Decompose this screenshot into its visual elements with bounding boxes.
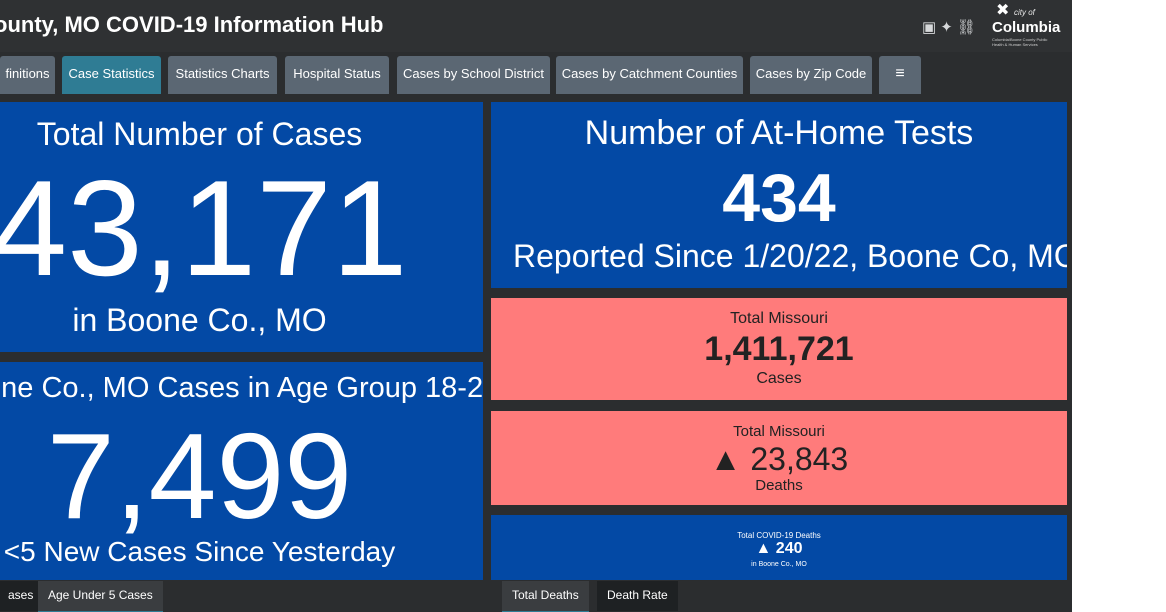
missouri-deaths-row: ▲ 23,843 xyxy=(491,441,1067,478)
tab-hospital-status[interactable]: Hospital Status xyxy=(285,56,389,94)
main-tabs: finitions Case Statistics Statistics Cha… xyxy=(0,56,1072,94)
tab-age-under-5-cases[interactable]: Age Under 5 Cases xyxy=(38,581,163,612)
at-home-tests-value: 434 xyxy=(722,160,836,236)
age-group-title: one Co., MO Cases in Age Group 18-22 xyxy=(0,372,483,404)
tab-cases-by-school-district[interactable]: Cases by School District xyxy=(397,56,550,94)
facebook-icon[interactable]: ▣ xyxy=(922,19,941,36)
tab-total-cases[interactable]: ases xyxy=(0,581,44,611)
boone-deaths-value: 240 xyxy=(775,540,803,557)
age-group-value: 7,499 xyxy=(46,408,353,544)
boone-deaths-panel: Total COVID-19 Deaths ▲ 240 in Boone Co.… xyxy=(491,515,1067,580)
total-cases-subtitle: in Boone Co., MO xyxy=(72,302,327,338)
at-home-tests-subtitle: Reported Since 1/20/22, Boone Co, MC xyxy=(513,238,1067,274)
missouri-deaths-value: 23,843 xyxy=(750,441,849,477)
at-home-tests-title: Number of At-Home Tests xyxy=(584,114,974,152)
tab-cases-by-zip-code[interactable]: Cases by Zip Code xyxy=(750,56,872,94)
missouri-cases-unit: Cases xyxy=(756,370,802,387)
tab-statistics-charts[interactable]: Statistics Charts xyxy=(168,56,277,94)
tab-definitions[interactable]: finitions xyxy=(0,56,55,94)
total-cases-title: Total Number of Cases xyxy=(36,116,363,152)
tab-case-statistics[interactable]: Case Statistics xyxy=(62,56,161,94)
missouri-cases-value: 1,411,721 xyxy=(704,330,854,368)
boone-deaths-row: ▲ 240 xyxy=(491,540,1067,558)
logo-subtitle: Columbia/Boone County Public Health & Hu… xyxy=(992,37,1048,47)
tab-cases-by-catchment-counties[interactable]: Cases by Catchment Counties xyxy=(556,56,743,94)
total-cases-panel: Total Number of Cases 43,171 in Boone Co… xyxy=(0,102,483,352)
warning-icon: ▲ xyxy=(755,540,772,557)
social-links: ▣✦⛓ xyxy=(922,18,980,36)
boone-deaths-label: Total COVID-19 Deaths xyxy=(737,531,821,540)
missouri-deaths-label: Total Missouri xyxy=(733,423,825,440)
missouri-deaths-panel: Total Missouri ▲ 23,843 Deaths xyxy=(491,411,1067,505)
link-icon[interactable]: ⛓ xyxy=(956,19,980,36)
header-bar: ounty, MO COVID-19 Information Hub ▣✦⛓ ✖… xyxy=(0,0,1072,52)
missouri-deaths-unit: Deaths xyxy=(755,477,803,494)
logo-mark-icon: ✖ xyxy=(996,2,1010,19)
tab-more-menu-icon[interactable]: ≡ xyxy=(879,56,921,94)
missouri-cases-label: Total Missouri xyxy=(730,310,828,327)
logo-name: Columbia xyxy=(992,19,1061,36)
total-cases-value: 43,171 xyxy=(0,152,408,304)
dashboard-app: ounty, MO COVID-19 Information Hub ▣✦⛓ ✖… xyxy=(0,0,1072,612)
page-title: ounty, MO COVID-19 Information Hub xyxy=(0,12,384,37)
missouri-cases-panel: Total Missouri 1,411,721 Cases xyxy=(491,298,1067,400)
age-group-subtitle: <5 New Cases Since Yesterday xyxy=(3,536,396,567)
columbia-logo: ✖ city of Columbia Columbia/Boone County… xyxy=(990,0,1062,50)
warning-icon: ▲ xyxy=(709,441,742,477)
twitter-icon[interactable]: ✦ xyxy=(940,19,957,36)
tab-death-rate[interactable]: Death Rate xyxy=(597,581,678,611)
tab-total-deaths[interactable]: Total Deaths xyxy=(502,581,589,612)
logo-city-of: city of xyxy=(1014,8,1035,17)
at-home-tests-panel: Number of At-Home Tests 434 Reported Sin… xyxy=(491,102,1067,288)
boone-deaths-unit: in Boone Co., MO xyxy=(751,561,807,568)
age-group-panel: one Co., MO Cases in Age Group 18-22 7,4… xyxy=(0,362,483,580)
